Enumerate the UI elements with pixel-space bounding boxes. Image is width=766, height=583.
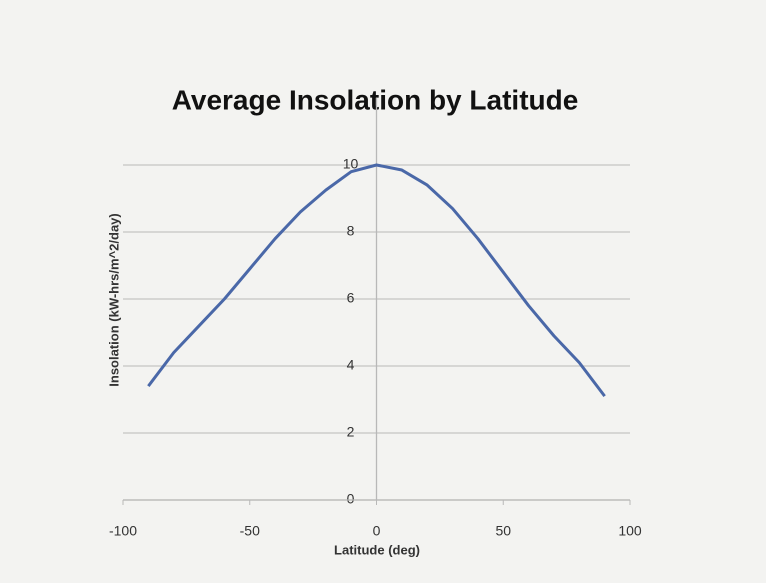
- y-tick-label: 0: [347, 491, 355, 507]
- y-axis-label: Insolation (kW-hrs/m^2/day): [106, 213, 121, 386]
- data-line: [147, 163, 606, 398]
- x-tick-label: 50: [495, 523, 511, 539]
- y-tick-label: 4: [347, 357, 355, 373]
- y-tick-label: 2: [347, 424, 355, 440]
- x-tick-label: 0: [373, 523, 381, 539]
- x-tick-label: 100: [618, 523, 642, 539]
- y-tick-label: 10: [343, 156, 359, 172]
- x-tick-label: -50: [240, 523, 260, 539]
- x-axis-label: Latitude (deg): [334, 542, 420, 557]
- y-tick-label: 8: [347, 223, 355, 239]
- chart-title: Average Insolation by Latitude: [172, 84, 579, 115]
- x-tick-label: -100: [109, 523, 137, 539]
- y-tick-label: 6: [347, 290, 355, 306]
